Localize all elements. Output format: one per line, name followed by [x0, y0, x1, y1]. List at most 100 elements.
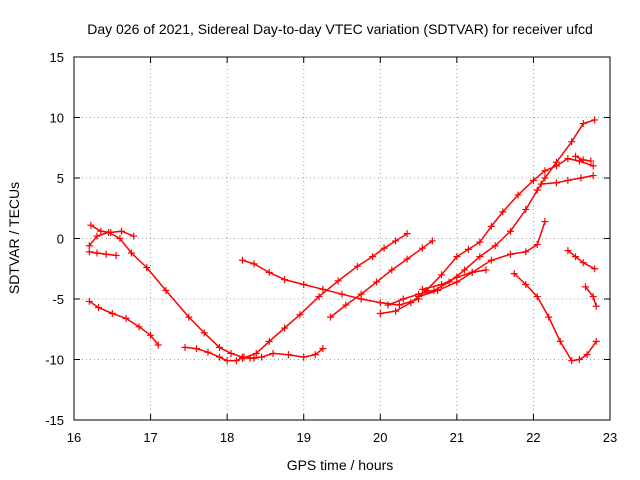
data-point	[281, 324, 289, 332]
data-point	[395, 301, 403, 309]
data-point	[579, 120, 587, 128]
data-point	[85, 297, 93, 305]
data-point	[300, 280, 308, 288]
x-tick-label: 23	[603, 430, 617, 445]
data-point	[281, 276, 289, 284]
data-point	[552, 179, 560, 187]
data-point	[319, 345, 327, 353]
series-track-17	[510, 270, 600, 365]
data-point	[461, 266, 469, 274]
data-point	[537, 180, 545, 188]
data-point	[181, 343, 189, 351]
data-point	[93, 232, 101, 240]
data-point	[541, 167, 549, 175]
data-point	[269, 349, 277, 357]
data-point	[545, 313, 553, 321]
y-tick-label: -5	[52, 292, 64, 307]
data-point	[384, 301, 392, 309]
data-point	[476, 238, 484, 246]
data-point	[112, 251, 120, 259]
chart-title: Day 026 of 2021, Sidereal Day-to-day VTE…	[87, 21, 593, 37]
data-point	[388, 266, 396, 274]
data-point	[87, 221, 95, 229]
data-point	[399, 295, 407, 303]
data-point	[568, 357, 576, 365]
data-point	[300, 353, 308, 361]
data-point	[579, 156, 587, 164]
data-point	[506, 227, 514, 235]
data-point	[193, 345, 201, 353]
data-point	[238, 354, 246, 362]
x-tick-label: 22	[526, 430, 540, 445]
data-point	[108, 310, 116, 318]
data-point	[577, 174, 585, 182]
x-tick-labels: 16 17 18 19 20 21 22 23	[67, 430, 617, 445]
data-point	[533, 186, 541, 194]
data-point	[227, 349, 235, 357]
data-point	[482, 266, 490, 274]
data-point	[468, 268, 476, 276]
data-point	[296, 311, 304, 319]
data-point	[342, 301, 350, 309]
grid	[74, 57, 610, 420]
data-point	[215, 343, 223, 351]
data-point	[464, 245, 472, 253]
data-point	[491, 242, 499, 250]
data-point	[334, 277, 342, 285]
data-point	[232, 357, 240, 365]
series-track-4	[85, 297, 162, 349]
data-point	[453, 253, 461, 261]
data-point	[284, 351, 292, 359]
data-point	[311, 351, 319, 359]
series-line	[88, 251, 117, 257]
data-point	[583, 351, 591, 359]
data-point	[487, 256, 495, 264]
data-point	[250, 260, 258, 268]
x-tick-label: 18	[220, 430, 234, 445]
data-point	[95, 303, 103, 311]
data-point	[122, 314, 130, 322]
data-point	[238, 256, 246, 264]
data-point	[581, 283, 589, 291]
series-line	[329, 240, 434, 318]
data-point	[369, 253, 377, 261]
data-point	[93, 249, 101, 257]
data-point	[499, 208, 507, 216]
data-point	[85, 248, 93, 256]
data-point	[380, 244, 388, 252]
data-point	[514, 191, 522, 199]
series-track-16	[581, 283, 600, 310]
data-point	[568, 138, 576, 146]
data-point	[572, 253, 580, 261]
data-point	[116, 235, 124, 242]
data-point	[376, 310, 384, 318]
series-line	[567, 249, 596, 270]
data-point	[564, 155, 572, 163]
data-point	[204, 348, 212, 356]
data-point	[592, 337, 600, 345]
data-point	[327, 313, 335, 321]
data-point	[428, 237, 436, 245]
data-point	[143, 264, 151, 272]
data-point	[418, 244, 426, 252]
series-track-6	[238, 230, 411, 362]
series-track-10	[384, 116, 599, 309]
data-point	[434, 287, 442, 295]
y-tick-label: 15	[50, 50, 64, 65]
data-point	[258, 353, 266, 361]
x-tick-label: 20	[373, 430, 387, 445]
series-track-15	[572, 152, 595, 165]
data-point	[135, 323, 143, 331]
data-point	[252, 349, 260, 357]
data-point	[564, 176, 572, 184]
data-point	[415, 293, 423, 301]
data-point	[127, 249, 135, 257]
data-point	[392, 307, 400, 315]
x-tick-label: 19	[296, 430, 310, 445]
data-point	[541, 218, 549, 226]
data-point	[319, 285, 327, 293]
data-point	[487, 222, 495, 230]
data-point	[453, 273, 461, 281]
x-tick-label: 17	[143, 430, 157, 445]
